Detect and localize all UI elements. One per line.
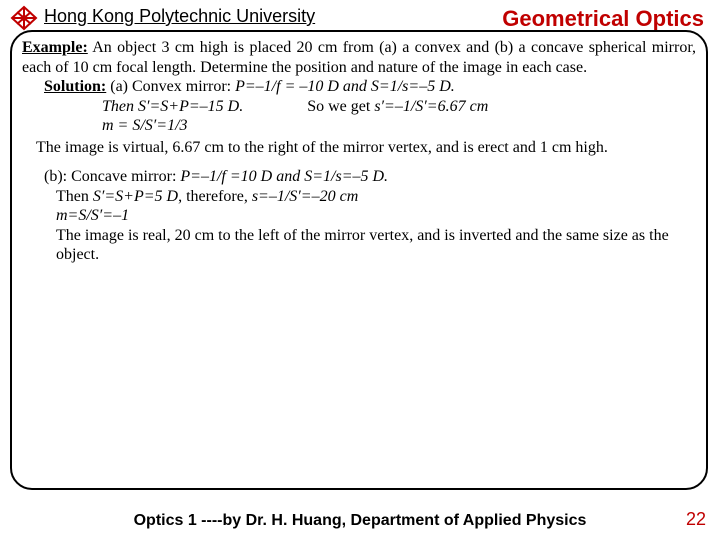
a-so-lead: So we get (307, 98, 374, 115)
example-problem: Example: An object 3 cm high is placed 2… (22, 38, 696, 77)
b-magnification: m=S/S′=–1 (56, 206, 696, 226)
a-then: Then S′=S+P=–15 D. (102, 98, 243, 115)
footer-text: Optics 1 ----by Dr. H. Huang, Department… (0, 512, 720, 530)
a-intro: (a) Convex mirror: (106, 78, 235, 95)
example-label: Example: (22, 39, 88, 56)
example-text: An object 3 cm high is placed 20 cm from… (22, 39, 696, 76)
a-magnification: m = S/S′=1/3 (102, 116, 696, 136)
b-s-eq: s=–1/S′=–20 cm (252, 188, 358, 205)
content-body: Example: An object 3 cm high is placed 2… (22, 38, 696, 265)
a-power-eq: P=–1/f = –10 D and S=1/s=–5 D. (235, 78, 455, 95)
solution-label: Solution: (44, 78, 106, 95)
content-frame: Example: An object 3 cm high is placed 2… (10, 30, 708, 490)
solution-line-a: Solution: (a) Convex mirror: P=–1/f = –1… (44, 77, 696, 97)
slide: Hong Kong Polytechnic University Geometr… (0, 0, 720, 540)
b-intro-line: (b): Concave mirror: P=–1/f =10 D and S=… (44, 167, 696, 187)
b-then-line: Then S′=S+P=5 D, therefore, s=–1/S′=–20 … (56, 187, 696, 207)
b-conclusion: The image is real, 20 cm to the left of … (56, 226, 696, 265)
a-conclusion: The image is virtual, 6.67 cm to the rig… (36, 138, 696, 158)
a-so-eq: s′=–1/S′=6.67 cm (374, 98, 488, 115)
b-intro-lead: (b): Concave mirror: (44, 168, 180, 185)
a-then-line: Then S′=S+P=–15 D. So we get s′=–1/S′=6.… (102, 97, 696, 117)
b-power-eq: P=–1/f =10 D and S=1/s=–5 D. (180, 168, 388, 185)
header-institution: Hong Kong Polytechnic University (44, 6, 315, 27)
page-number: 22 (686, 509, 706, 530)
header-title: Geometrical Optics (502, 6, 704, 32)
b-then-eq: S′=S+P=5 D (93, 188, 178, 205)
